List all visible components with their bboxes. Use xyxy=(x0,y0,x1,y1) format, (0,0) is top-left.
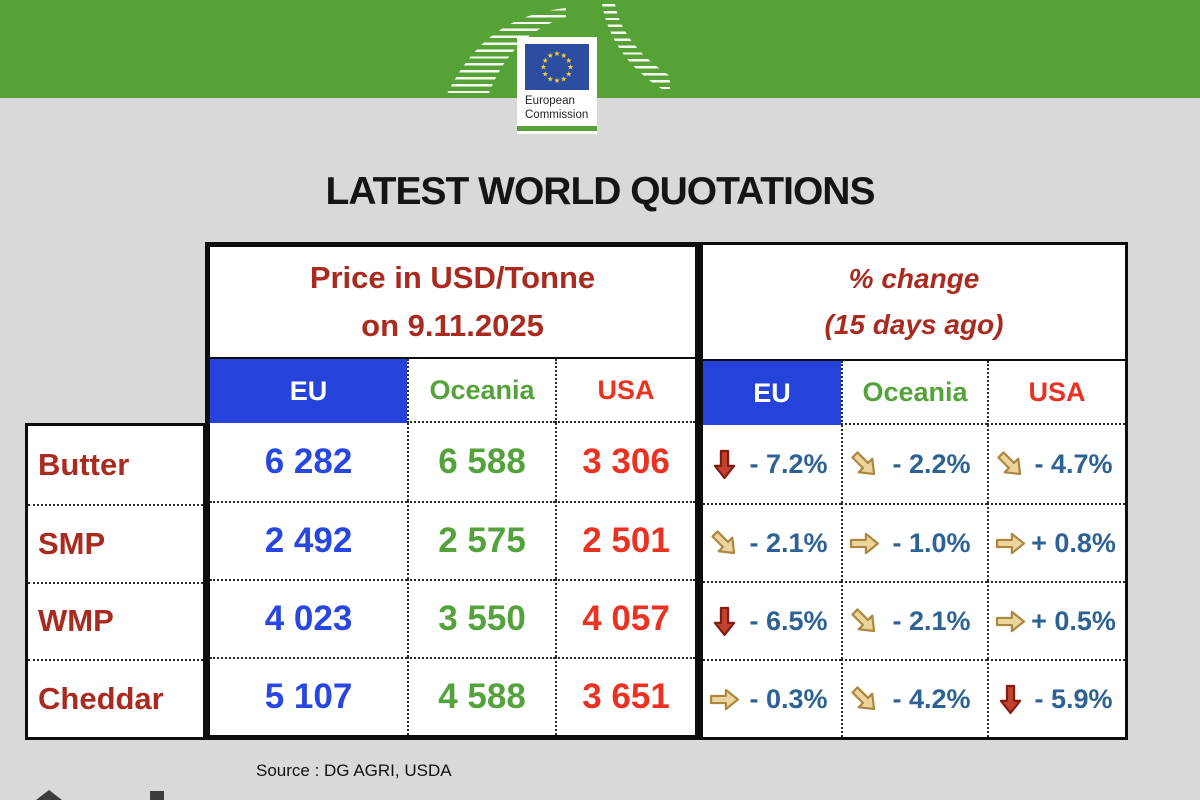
commission-building-swoosh-right xyxy=(600,4,670,94)
price-col-header-oceania: Oceania xyxy=(407,359,555,423)
change-wmp-oceania: - 2.1% xyxy=(841,581,987,659)
change-value: - 5.9% xyxy=(1034,683,1113,714)
price-col-header-eu: EU xyxy=(210,359,407,423)
svg-text:★: ★ xyxy=(554,49,561,58)
change-col-header-usa: USA xyxy=(987,361,1125,425)
svg-text:★: ★ xyxy=(560,51,567,60)
row-label-smp: SMP xyxy=(28,503,203,582)
change-cheddar-eu: - 0.3% xyxy=(703,659,841,737)
change-wmp-usa: + 0.5% xyxy=(987,581,1125,659)
cutoff-logo-triangle xyxy=(36,790,62,800)
trend-right-arrow-icon xyxy=(994,527,1027,560)
row-label-wmp: WMP xyxy=(28,581,203,660)
change-smp-oceania: - 1.0% xyxy=(841,503,987,581)
change-value: - 2.1% xyxy=(749,527,828,558)
svg-text:★: ★ xyxy=(560,74,567,83)
change-header-line1: % change xyxy=(848,262,980,294)
trend-downright-arrow-icon xyxy=(848,683,881,716)
change-value: + 0.5% xyxy=(1031,605,1116,636)
price-butter-eu: 6 282 xyxy=(264,442,353,481)
trend-downright-arrow-icon xyxy=(848,448,881,481)
price-table: Price in USD/Tonne on 9.11.2025 EU Ocean… xyxy=(205,242,700,740)
trend-right-arrow-icon xyxy=(848,527,881,560)
price-wmp-usa: 4 057 xyxy=(555,579,695,657)
change-col-header-eu: EU xyxy=(703,361,841,425)
price-smp-eu: 2 492 xyxy=(210,501,407,579)
price-butter-oceania: 6 588 xyxy=(407,423,555,501)
change-value: - 7.2% xyxy=(749,448,828,479)
change-smp-usa: + 0.8% xyxy=(987,503,1125,581)
change-value: - 1.0% xyxy=(892,527,971,558)
change-butter-oceania: - 2.2% xyxy=(841,425,987,503)
european-commission-logo: ★ ★ ★ ★ ★ ★ ★ ★ ★ ★ ★ ★ European Commission xyxy=(517,37,597,134)
price-wmp-oceania: 3 550 xyxy=(407,579,555,657)
svg-text:★: ★ xyxy=(542,56,549,65)
trend-right-arrow-icon xyxy=(708,683,741,716)
change-smp-eu: - 2.1% xyxy=(703,503,841,581)
price-col-header-usa: USA xyxy=(555,359,695,423)
change-cheddar-usa: - 5.9% xyxy=(987,659,1125,737)
price-wmp-eu: 4 023 xyxy=(210,579,407,657)
price-smp-oceania: 2 575 xyxy=(407,501,555,579)
svg-text:★: ★ xyxy=(542,69,549,78)
change-value: - 6.5% xyxy=(749,605,828,636)
trend-down-arrow-icon xyxy=(994,683,1027,716)
product-label-column: Butter SMP WMP Cheddar xyxy=(25,423,206,740)
price-header-line1: Price in USD/Tonne xyxy=(309,259,596,295)
svg-text:★: ★ xyxy=(547,74,554,83)
svg-text:★: ★ xyxy=(554,76,561,85)
svg-text:★: ★ xyxy=(567,63,574,72)
change-header-line2: (15 days ago) xyxy=(824,309,1004,340)
price-smp-usa: 2 501 xyxy=(555,501,695,579)
change-butter-usa: - 4.7% xyxy=(987,425,1125,503)
source-note: Source : DG AGRI, USDA xyxy=(256,761,452,780)
price-header-line2: on 9.11.2025 xyxy=(361,308,544,343)
svg-text:★: ★ xyxy=(547,51,554,60)
change-value: - 4.7% xyxy=(1034,448,1113,479)
change-value: - 4.2% xyxy=(892,683,971,714)
change-table: % change (15 days ago) EU Oceania USA - … xyxy=(700,242,1128,740)
change-value: - 0.3% xyxy=(749,683,828,714)
price-cheddar-eu: 5 107 xyxy=(210,657,407,735)
logo-underline xyxy=(517,126,597,131)
org-name-line1: European xyxy=(525,95,575,107)
change-cheddar-oceania: - 4.2% xyxy=(841,659,987,737)
trend-downright-arrow-icon xyxy=(994,448,1027,481)
row-label-butter: Butter xyxy=(38,446,130,482)
price-cheddar-oceania: 4 588 xyxy=(407,657,555,735)
price-cheddar-usa: 3 651 xyxy=(555,657,695,735)
change-value: + 0.8% xyxy=(1031,527,1116,558)
trend-downright-arrow-icon xyxy=(708,527,741,560)
change-col-header-oceania: Oceania xyxy=(841,361,987,425)
trend-down-arrow-icon xyxy=(708,448,741,481)
price-table-header: Price in USD/Tonne on 9.11.2025 xyxy=(210,247,695,359)
change-table-header: % change (15 days ago) xyxy=(703,245,1125,361)
trend-downright-arrow-icon xyxy=(848,605,881,638)
svg-text:★: ★ xyxy=(565,69,572,78)
org-name: European Commission xyxy=(525,95,588,122)
eu-flag-icon: ★ ★ ★ ★ ★ ★ ★ ★ ★ ★ ★ ★ xyxy=(525,44,589,90)
change-value: - 2.1% xyxy=(892,605,971,636)
header-band xyxy=(0,0,1200,98)
trend-down-arrow-icon xyxy=(708,605,741,638)
svg-text:★: ★ xyxy=(565,56,572,65)
org-name-line2: Commission xyxy=(525,108,589,121)
row-label-cheddar: Cheddar xyxy=(28,659,203,737)
change-butter-eu: - 7.2% xyxy=(703,425,841,503)
svg-text:★: ★ xyxy=(540,63,547,72)
trend-right-arrow-icon xyxy=(994,605,1027,638)
change-wmp-eu: - 6.5% xyxy=(703,581,841,659)
page-title: LATEST WORLD QUOTATIONS xyxy=(325,170,876,213)
price-butter-usa: 3 306 xyxy=(555,423,695,501)
change-value: - 2.2% xyxy=(892,448,971,479)
cutoff-logo-bar xyxy=(150,791,164,800)
